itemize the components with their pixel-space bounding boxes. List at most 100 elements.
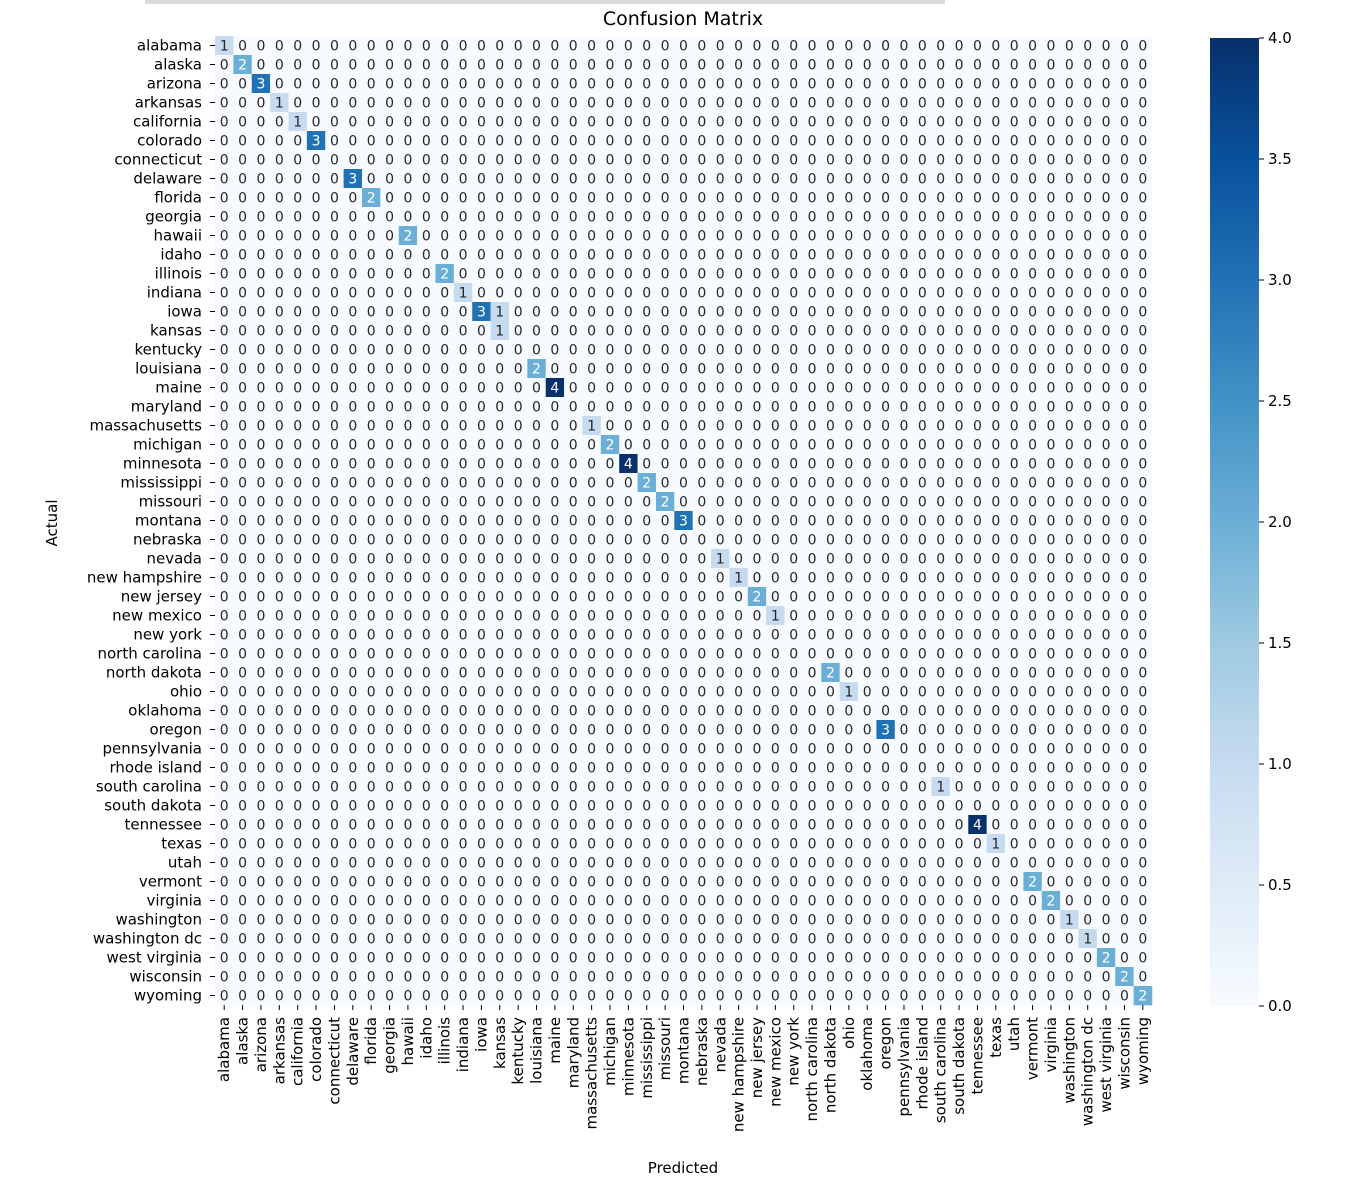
cell-value-8-28: 0 <box>734 191 743 207</box>
cell-value-31-40: 0 <box>955 628 964 644</box>
cell-value-16-45: 0 <box>1046 343 1055 359</box>
cell-value-17-44: 0 <box>1028 362 1037 378</box>
cell-value-29-27: 0 <box>716 590 725 606</box>
cell-value-42-14: 0 <box>477 837 486 853</box>
cell-value-0-10: 0 <box>403 39 412 55</box>
cell-value-42-20: 0 <box>587 837 596 853</box>
cell-value-37-6: 0 <box>330 742 339 758</box>
cell-value-35-39: 0 <box>936 704 945 720</box>
cell-value-41-15: 0 <box>495 818 504 834</box>
cell-value-31-37: 0 <box>900 628 909 644</box>
cell-value-42-43: 0 <box>1010 837 1019 853</box>
cell-value-40-10: 0 <box>403 799 412 815</box>
cell-5-2 <box>251 131 271 151</box>
cell-value-25-45: 0 <box>1046 514 1055 530</box>
cell-value-24-42: 0 <box>991 495 1000 511</box>
cell-value-37-12: 0 <box>440 742 449 758</box>
cell-value-34-13: 0 <box>459 685 468 701</box>
cell-4-3 <box>270 112 289 132</box>
cell-value-39-12: 0 <box>440 780 449 796</box>
cell-value-34-41: 0 <box>973 685 982 701</box>
cell-3-29 <box>747 93 767 113</box>
cell-value-45-30: 0 <box>771 894 780 910</box>
cell-value-27-47: 0 <box>1083 552 1092 568</box>
cell-value-8-48: 0 <box>1102 191 1111 207</box>
cell-value-22-27: 0 <box>716 457 725 473</box>
cell-value-25-4: 0 <box>293 514 302 530</box>
cell-value-41-6: 0 <box>330 818 339 834</box>
cell-value-35-18: 0 <box>550 704 559 720</box>
cell-value-23-41: 0 <box>973 476 982 492</box>
cell-value-5-43: 0 <box>1010 134 1019 150</box>
cell-value-46-20: 0 <box>587 913 596 929</box>
cell-value-45-5: 0 <box>312 894 321 910</box>
cell-value-43-21: 0 <box>606 856 615 872</box>
cell-value-25-29: 0 <box>753 514 762 530</box>
cell-value-5-21: 0 <box>606 134 615 150</box>
cell-value-8-36: 0 <box>881 191 890 207</box>
cell-value-9-15: 0 <box>495 210 504 226</box>
cell-0-26 <box>692 36 712 56</box>
cell-value-16-42: 0 <box>991 343 1000 359</box>
cell-value-18-30: 0 <box>771 381 780 397</box>
cell-value-8-20: 0 <box>587 191 596 207</box>
cell-value-29-30: 0 <box>771 590 780 606</box>
cell-value-21-35: 0 <box>863 438 872 454</box>
cell-value-38-50: 0 <box>1138 761 1147 777</box>
cell-value-5-10: 0 <box>403 134 412 150</box>
cell-value-14-25: 0 <box>679 305 688 321</box>
cell-value-30-15: 0 <box>495 609 504 625</box>
cell-value-4-8: 0 <box>367 115 376 131</box>
cell-value-48-3: 0 <box>275 951 284 967</box>
cell-value-32-25: 0 <box>679 647 688 663</box>
cell-value-28-1: 0 <box>238 571 247 587</box>
cell-value-20-50: 0 <box>1138 419 1147 435</box>
cell-value-39-47: 0 <box>1083 780 1092 796</box>
cell-value-1-25: 0 <box>679 58 688 74</box>
cell-value-25-35: 0 <box>863 514 872 530</box>
cell-value-22-42: 0 <box>991 457 1000 473</box>
cell-value-12-23: 0 <box>642 267 651 283</box>
cell-value-2-29: 0 <box>753 77 762 93</box>
cell-value-10-47: 0 <box>1083 229 1092 245</box>
cell-value-30-0: 0 <box>220 609 229 625</box>
cell-value-39-17: 0 <box>532 780 541 796</box>
cell-value-13-7: 0 <box>348 286 357 302</box>
cell-value-5-36: 0 <box>881 134 890 150</box>
cell-value-35-26: 0 <box>697 704 706 720</box>
cell-value-5-20: 0 <box>587 134 596 150</box>
cell-value-47-13: 0 <box>459 932 468 948</box>
cell-value-13-11: 0 <box>422 286 431 302</box>
cell-4-21 <box>600 112 620 132</box>
cell-value-48-13: 0 <box>459 951 468 967</box>
cell-value-7-0: 0 <box>220 172 229 188</box>
cell-value-39-48: 0 <box>1102 780 1111 796</box>
cell-value-39-32: 0 <box>808 780 817 796</box>
cell-value-28-14: 0 <box>477 571 486 587</box>
cell-value-35-40: 0 <box>955 704 964 720</box>
cell-value-9-2: 0 <box>256 210 265 226</box>
cell-value-26-2: 0 <box>256 533 265 549</box>
cell-value-38-13: 0 <box>459 761 468 777</box>
cell-value-23-39: 0 <box>936 476 945 492</box>
cell-value-10-5: 0 <box>312 229 321 245</box>
cell-value-47-26: 0 <box>697 932 706 948</box>
cell-5-7 <box>343 131 363 151</box>
cell-value-8-0: 0 <box>220 191 229 207</box>
cell-value-16-31: 0 <box>789 343 798 359</box>
cell-value-10-28: 0 <box>734 229 743 245</box>
cell-value-1-33: 0 <box>826 58 835 74</box>
cell-value-17-12: 0 <box>440 362 449 378</box>
cell-value-2-19: 0 <box>569 77 578 93</box>
cell-0-50 <box>1133 36 1153 56</box>
cell-value-36-17: 0 <box>532 723 541 739</box>
cell-value-20-23: 0 <box>642 419 651 435</box>
cell-value-23-22: 0 <box>624 476 633 492</box>
cell-value-8-2: 0 <box>256 191 265 207</box>
cell-value-27-39: 0 <box>936 552 945 568</box>
cell-value-7-18: 0 <box>550 172 559 188</box>
cell-value-46-38: 0 <box>918 913 927 929</box>
cell-value-36-49: 0 <box>1120 723 1129 739</box>
cell-value-29-7: 0 <box>348 590 357 606</box>
cell-4-25 <box>674 112 693 132</box>
